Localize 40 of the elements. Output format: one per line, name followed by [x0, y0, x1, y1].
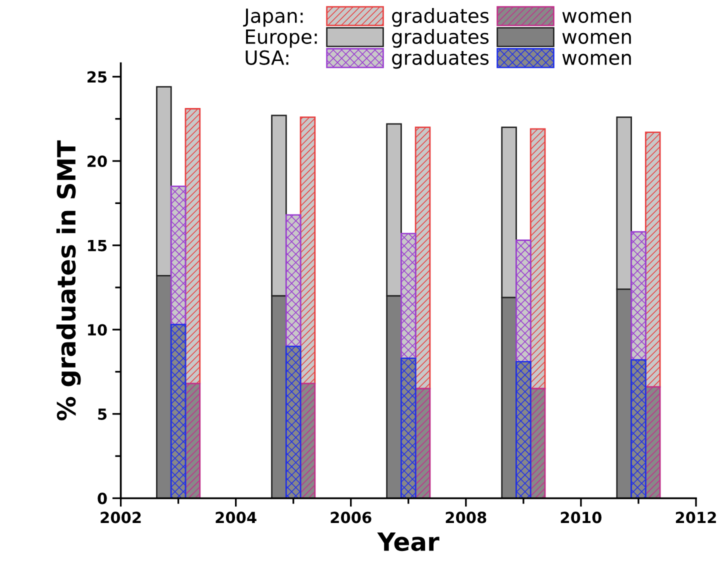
x-tick-label: 2012	[676, 512, 716, 524]
text: Europe:	[246, 30, 317, 48]
bar	[184, 382, 201, 498]
x-tick-label: 2008	[446, 512, 486, 524]
y-tick-label: 5	[98, 408, 107, 420]
x-tick-label: 2002	[100, 512, 141, 524]
bar	[170, 186, 186, 326]
bar	[285, 346, 302, 498]
bar	[170, 324, 186, 498]
bar	[630, 359, 646, 498]
bar	[400, 232, 416, 359]
bar	[300, 116, 316, 384]
bar	[184, 108, 201, 384]
bar	[644, 132, 661, 388]
x-tick-label: 2006	[330, 512, 372, 524]
legend-label: women	[562, 32, 631, 44]
annotation: USA:	[246, 50, 288, 65]
y-tick-label: 15	[88, 240, 107, 252]
bar	[530, 128, 546, 390]
bar	[285, 214, 302, 348]
legend-label: graduates	[392, 28, 489, 48]
y-tick-label: 25	[88, 71, 107, 83]
bar	[300, 382, 316, 498]
legend-label: women	[562, 54, 631, 65]
bar	[414, 126, 431, 390]
text: Japan:	[243, 8, 303, 27]
legend-label: graduates	[392, 8, 489, 27]
bar	[630, 231, 646, 361]
x-tick-label: 2004	[216, 512, 256, 524]
legend-label: women	[562, 12, 631, 24]
legend-label: graduates	[392, 50, 489, 69]
bar	[516, 240, 532, 362]
y-tick-label: 10	[88, 324, 107, 336]
x-axis-title: Year	[377, 532, 440, 552]
y-axis-title: % graduates in SMT	[56, 140, 81, 420]
bar	[516, 360, 532, 498]
bar	[400, 358, 416, 498]
y-tick-label: 0	[98, 492, 107, 504]
x-tick-label: 2010	[560, 512, 602, 524]
y-tick-label: 20	[88, 155, 107, 168]
